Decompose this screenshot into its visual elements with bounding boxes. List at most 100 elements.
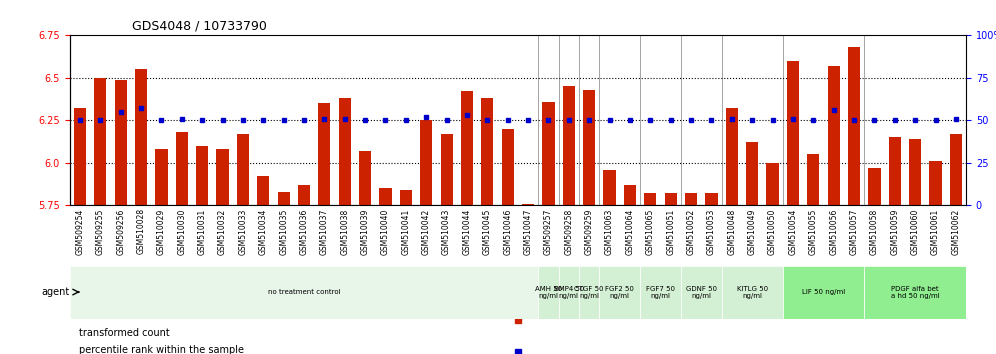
FancyBboxPatch shape bbox=[681, 266, 722, 319]
Text: GSM510030: GSM510030 bbox=[177, 208, 186, 255]
Bar bbox=[726, 108, 738, 205]
Bar bbox=[909, 139, 921, 205]
Text: FGF2 50
ng/ml: FGF2 50 ng/ml bbox=[606, 286, 634, 298]
Bar bbox=[522, 204, 534, 205]
Text: percentile rank within the sample: percentile rank within the sample bbox=[79, 346, 244, 354]
Bar bbox=[196, 146, 208, 205]
Bar bbox=[481, 98, 493, 205]
Text: GSM510046: GSM510046 bbox=[503, 208, 512, 255]
Text: GSM510036: GSM510036 bbox=[300, 208, 309, 255]
Text: LIF 50 ng/ml: LIF 50 ng/ml bbox=[802, 289, 846, 295]
Text: GSM510031: GSM510031 bbox=[197, 208, 206, 255]
FancyBboxPatch shape bbox=[579, 266, 600, 319]
Bar bbox=[115, 80, 126, 205]
Bar bbox=[767, 163, 779, 205]
Text: GSM510038: GSM510038 bbox=[341, 208, 350, 255]
Text: GSM509254: GSM509254 bbox=[76, 208, 85, 255]
Bar bbox=[175, 132, 188, 205]
Text: GSM510029: GSM510029 bbox=[157, 208, 166, 255]
Text: GSM510048: GSM510048 bbox=[727, 208, 736, 255]
Bar bbox=[155, 149, 167, 205]
FancyBboxPatch shape bbox=[538, 266, 559, 319]
Bar bbox=[95, 78, 107, 205]
Bar bbox=[848, 47, 861, 205]
Bar bbox=[705, 193, 717, 205]
Bar bbox=[664, 193, 677, 205]
Text: agent: agent bbox=[42, 287, 70, 297]
Text: GSM510044: GSM510044 bbox=[462, 208, 471, 255]
Text: no treatment control: no treatment control bbox=[268, 289, 341, 295]
Bar bbox=[359, 151, 372, 205]
Bar bbox=[604, 170, 616, 205]
Text: GSM510060: GSM510060 bbox=[910, 208, 919, 255]
FancyBboxPatch shape bbox=[865, 266, 966, 319]
Bar bbox=[74, 108, 86, 205]
FancyBboxPatch shape bbox=[640, 266, 681, 319]
Text: GSM510050: GSM510050 bbox=[768, 208, 777, 255]
Bar bbox=[950, 134, 962, 205]
Text: AMH 50
ng/ml: AMH 50 ng/ml bbox=[535, 286, 562, 298]
FancyBboxPatch shape bbox=[722, 266, 783, 319]
Text: GSM510043: GSM510043 bbox=[442, 208, 451, 255]
Text: GSM510056: GSM510056 bbox=[830, 208, 839, 255]
Bar bbox=[929, 161, 941, 205]
Text: GDS4048 / 10733790: GDS4048 / 10733790 bbox=[132, 20, 267, 33]
Bar bbox=[869, 168, 880, 205]
Text: GSM510054: GSM510054 bbox=[789, 208, 798, 255]
Bar bbox=[399, 190, 412, 205]
Bar bbox=[134, 69, 147, 205]
Text: GSM510052: GSM510052 bbox=[686, 208, 695, 255]
Bar bbox=[644, 193, 656, 205]
Text: CTGF 50
ng/ml: CTGF 50 ng/ml bbox=[575, 286, 604, 298]
Bar bbox=[257, 176, 269, 205]
FancyBboxPatch shape bbox=[600, 266, 640, 319]
Text: GSM510058: GSM510058 bbox=[870, 208, 878, 255]
Bar bbox=[685, 193, 697, 205]
Bar bbox=[461, 91, 473, 205]
Bar bbox=[502, 129, 514, 205]
Bar bbox=[216, 149, 229, 205]
Bar bbox=[339, 98, 351, 205]
Text: GSM509255: GSM509255 bbox=[96, 208, 105, 255]
Text: GSM510037: GSM510037 bbox=[320, 208, 329, 255]
Text: GSM510057: GSM510057 bbox=[850, 208, 859, 255]
Bar bbox=[379, 188, 391, 205]
FancyBboxPatch shape bbox=[559, 266, 579, 319]
Text: GSM510061: GSM510061 bbox=[931, 208, 940, 255]
Text: GSM510059: GSM510059 bbox=[890, 208, 899, 255]
Text: PDGF alfa bet
a hd 50 ng/ml: PDGF alfa bet a hd 50 ng/ml bbox=[890, 286, 939, 298]
Text: GSM510035: GSM510035 bbox=[279, 208, 288, 255]
Text: FGF7 50
ng/ml: FGF7 50 ng/ml bbox=[646, 286, 675, 298]
Bar bbox=[583, 90, 596, 205]
Text: GSM510047: GSM510047 bbox=[524, 208, 533, 255]
Text: GSM510064: GSM510064 bbox=[625, 208, 634, 255]
Text: GSM510042: GSM510042 bbox=[421, 208, 430, 255]
Text: GSM509257: GSM509257 bbox=[544, 208, 553, 255]
Text: GSM510062: GSM510062 bbox=[951, 208, 960, 255]
Text: GSM510040: GSM510040 bbox=[381, 208, 390, 255]
Bar bbox=[420, 120, 432, 205]
Text: GSM509259: GSM509259 bbox=[585, 208, 594, 255]
Text: GSM510033: GSM510033 bbox=[238, 208, 247, 255]
Text: GSM510034: GSM510034 bbox=[259, 208, 268, 255]
Bar bbox=[319, 103, 331, 205]
Text: GSM510028: GSM510028 bbox=[136, 208, 145, 255]
Bar bbox=[237, 134, 249, 205]
Text: GSM510032: GSM510032 bbox=[218, 208, 227, 255]
Bar bbox=[278, 192, 290, 205]
Bar bbox=[440, 134, 453, 205]
Bar bbox=[746, 142, 758, 205]
Text: GSM510053: GSM510053 bbox=[707, 208, 716, 255]
Text: GDNF 50
ng/ml: GDNF 50 ng/ml bbox=[686, 286, 717, 298]
Bar bbox=[298, 185, 310, 205]
Text: GSM510051: GSM510051 bbox=[666, 208, 675, 255]
Text: GSM510063: GSM510063 bbox=[606, 208, 615, 255]
Text: GSM509258: GSM509258 bbox=[565, 208, 574, 255]
Bar bbox=[543, 102, 555, 205]
FancyBboxPatch shape bbox=[783, 266, 865, 319]
Bar bbox=[623, 185, 636, 205]
Text: transformed count: transformed count bbox=[79, 328, 169, 338]
Text: GSM509256: GSM509256 bbox=[117, 208, 125, 255]
Text: GSM510049: GSM510049 bbox=[748, 208, 757, 255]
Bar bbox=[888, 137, 901, 205]
